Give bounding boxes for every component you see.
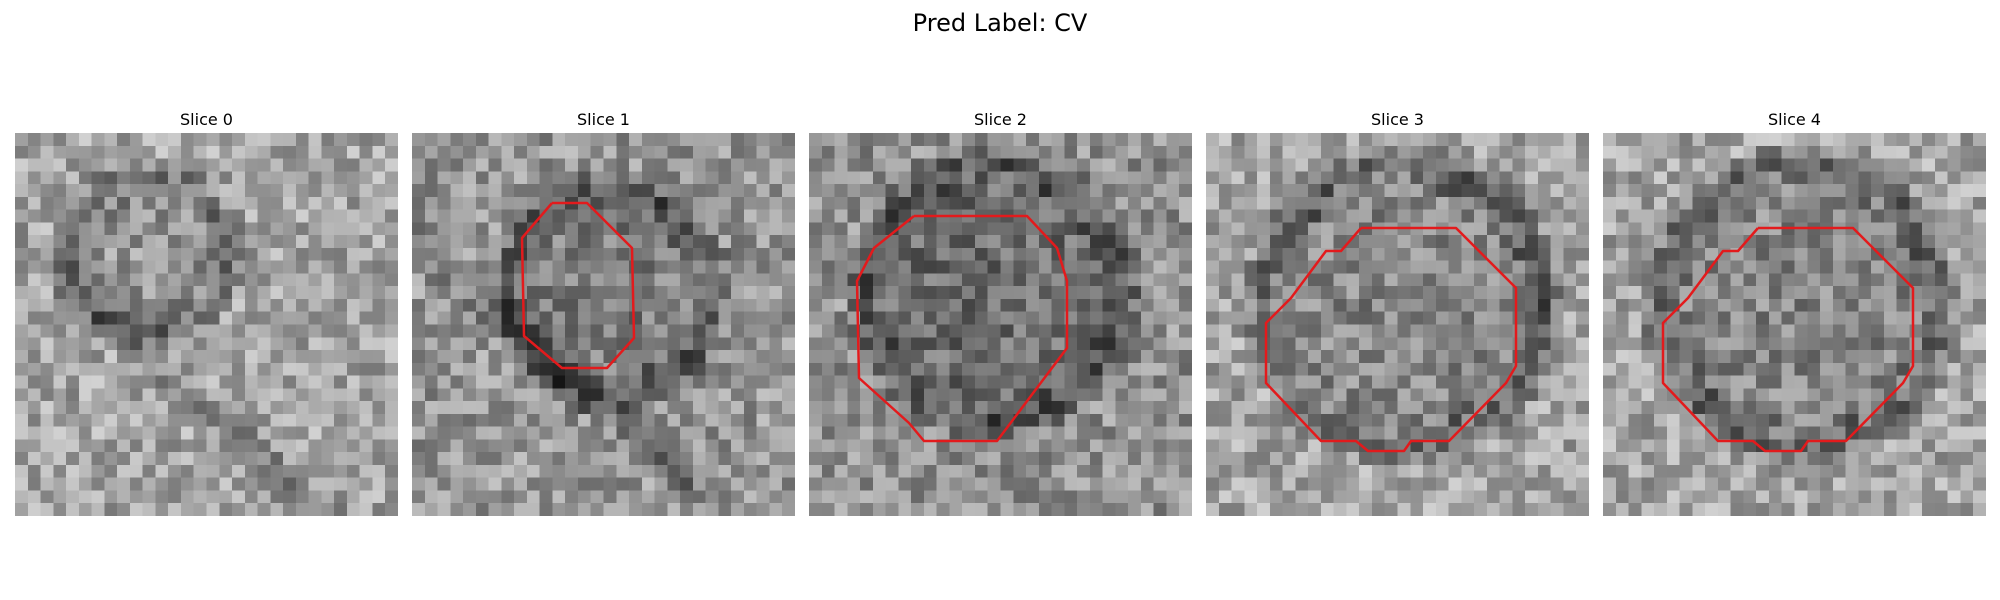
slice-panel-2: Slice 2 <box>809 110 1192 516</box>
slice-title: Slice 2 <box>809 110 1192 130</box>
figure-title: Pred Label: CV <box>0 8 2000 38</box>
slice-image <box>15 133 398 516</box>
slice-panel-0: Slice 0 <box>15 110 398 516</box>
slice-panel-3: Slice 3 <box>1206 110 1589 516</box>
slice-title: Slice 3 <box>1206 110 1589 130</box>
segmentation-contour <box>412 133 795 516</box>
segmentation-contour <box>1206 133 1589 516</box>
slice-panel-4: Slice 4 <box>1603 110 1986 516</box>
slice-title: Slice 4 <box>1603 110 1986 130</box>
segmentation-contour <box>1603 133 1986 516</box>
slice-title: Slice 1 <box>412 110 795 130</box>
slice-title: Slice 0 <box>15 110 398 130</box>
segmentation-contour <box>809 133 1192 516</box>
slice-panel-1: Slice 1 <box>412 110 795 516</box>
